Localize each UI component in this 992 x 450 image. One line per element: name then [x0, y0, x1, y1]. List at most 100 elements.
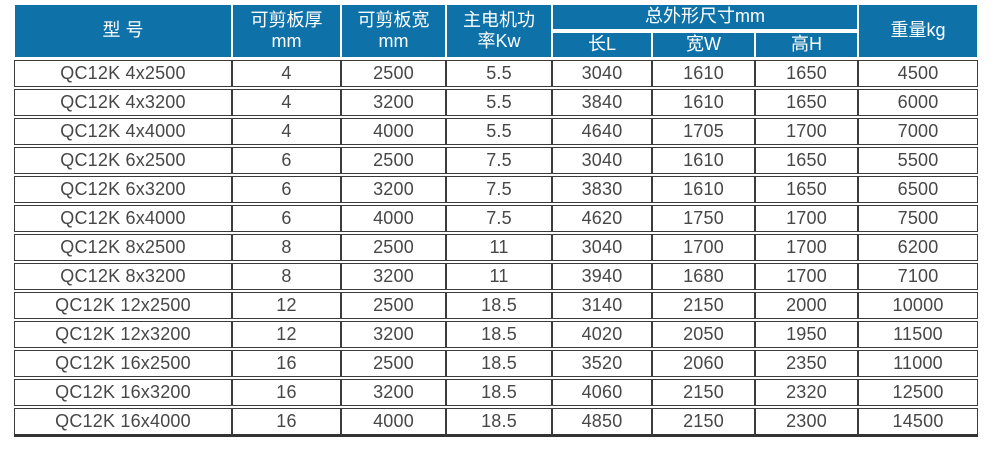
- table-row: QC12K 6x4000 6 4000 7.5 4620 1750 1700 7500: [14, 205, 979, 232]
- table-cell: 7.5: [446, 147, 552, 174]
- table-row: QC12K 12x3200 12 3200 18.5 4020 2050 1950 11500: [14, 321, 979, 348]
- header-cell-weight: 重量kg: [858, 4, 979, 58]
- table-cell: 1700: [652, 234, 755, 261]
- table-cell: 1680: [652, 263, 755, 290]
- header-cell-dimensions-group: 总外形尺寸mm: [552, 4, 859, 30]
- table-cell: 1700: [755, 205, 859, 232]
- table-cell: 1950: [755, 321, 859, 348]
- table-row: QC12K 4x2500 4 2500 5.5 3040 1610 1650 4500: [14, 60, 979, 87]
- table-row: QC12K 8x2500 8 2500 11 3040 1700 1700 6200: [14, 234, 979, 261]
- table-cell: 8: [232, 234, 341, 261]
- header-cell-thickness: 可剪板厚 mm: [232, 4, 341, 58]
- table-cell: 3200: [341, 379, 446, 406]
- table-cell: 12: [232, 321, 341, 348]
- table-cell: 4000: [341, 118, 446, 145]
- table-cell: 1750: [652, 205, 755, 232]
- header-cell-width: 宽W: [652, 32, 755, 58]
- table-cell: 1650: [755, 60, 859, 87]
- table-cell: 7000: [858, 118, 979, 145]
- table-cell: 2500: [341, 350, 446, 377]
- table-cell: QC12K 16x3200: [14, 379, 232, 406]
- table-cell: 6500: [858, 176, 979, 203]
- table-cell: 11000: [858, 350, 979, 377]
- table-cell: 4020: [552, 321, 652, 348]
- table-cell: 1610: [652, 60, 755, 87]
- table-cell: 18.5: [446, 379, 552, 406]
- table-cell: 2060: [652, 350, 755, 377]
- table-cell: 2050: [652, 321, 755, 348]
- table-cell: 4000: [341, 408, 446, 437]
- table-cell: 4000: [341, 205, 446, 232]
- table-cell: 1700: [755, 234, 859, 261]
- table-cell: 18.5: [446, 350, 552, 377]
- header-cell-plate-width: 可剪板宽 mm: [341, 4, 446, 58]
- table-cell: QC12K 4x2500: [14, 60, 232, 87]
- table-cell: 1705: [652, 118, 755, 145]
- table-cell: 4500: [858, 60, 979, 87]
- header-thickness-line2: mm: [271, 31, 302, 51]
- table-cell: 3940: [552, 263, 652, 290]
- table-cell: 12: [232, 292, 341, 319]
- table-cell: 3840: [552, 89, 652, 116]
- table-cell: 3200: [341, 89, 446, 116]
- table-cell: 2150: [652, 292, 755, 319]
- table-cell: 2150: [652, 379, 755, 406]
- header-cell-power: 主电机功 率Kw: [446, 4, 552, 58]
- table-cell: 2000: [755, 292, 859, 319]
- table-row: QC12K 4x4000 4 4000 5.5 4640 1705 1700 7000: [14, 118, 979, 145]
- table-cell: 1700: [755, 263, 859, 290]
- table-cell: 10000: [858, 292, 979, 319]
- table-cell: 16: [232, 379, 341, 406]
- table-cell: 4: [232, 60, 341, 87]
- table-cell: 1610: [652, 89, 755, 116]
- table-cell: 3200: [341, 176, 446, 203]
- header-row-top: 型 号 可剪板厚 mm 可剪板宽 mm 主电机功 率Kw 总外形尺寸mm 重量k…: [14, 4, 979, 58]
- table-cell: 7100: [858, 263, 979, 290]
- table-cell: QC12K 8x2500: [14, 234, 232, 261]
- table-cell: QC12K 6x2500: [14, 147, 232, 174]
- table-cell: 3200: [341, 321, 446, 348]
- table-cell: 4640: [552, 118, 652, 145]
- table-cell: 14500: [858, 408, 979, 437]
- table-cell: 16: [232, 408, 341, 437]
- table-cell: 5500: [858, 147, 979, 174]
- table-row: QC12K 6x3200 6 3200 7.5 3830 1610 1650 6500: [14, 176, 979, 203]
- header-model-label: 型 号: [102, 20, 144, 41]
- table-cell: 3040: [552, 234, 652, 261]
- table-cell: 4620: [552, 205, 652, 232]
- header-power-line2: 率Kw: [477, 31, 521, 51]
- table-row: QC12K 16x3200 16 3200 18.5 4060 2150 2320 12500: [14, 379, 979, 406]
- table-cell: 2300: [755, 408, 859, 437]
- table-cell: 2320: [755, 379, 859, 406]
- table-cell: 2500: [341, 147, 446, 174]
- table-cell: 2500: [341, 60, 446, 87]
- table-cell: QC12K 6x4000: [14, 205, 232, 232]
- table-cell: QC12K 16x2500: [14, 350, 232, 377]
- table-cell: 4060: [552, 379, 652, 406]
- table-cell: 11500: [858, 321, 979, 348]
- table-cell: 3520: [552, 350, 652, 377]
- table-cell: 5.5: [446, 118, 552, 145]
- table-cell: 5.5: [446, 60, 552, 87]
- table-cell: 4850: [552, 408, 652, 437]
- table-cell: 2500: [341, 234, 446, 261]
- table-cell: QC12K 4x4000: [14, 118, 232, 145]
- table-cell: 1650: [755, 176, 859, 203]
- table-cell: 1610: [652, 176, 755, 203]
- table-cell: QC12K 4x3200: [14, 89, 232, 116]
- table-cell: 3200: [341, 263, 446, 290]
- table-row: QC12K 4x3200 4 3200 5.5 3840 1610 1650 6000: [14, 89, 979, 116]
- header-cell-height: 高H: [755, 32, 859, 58]
- table-cell: QC12K 6x3200: [14, 176, 232, 203]
- header-power-line1: 主电机功: [463, 9, 535, 30]
- table-cell: 6: [232, 205, 341, 232]
- table-cell: 18.5: [446, 321, 552, 348]
- table-cell: 18.5: [446, 408, 552, 437]
- table-cell: 2350: [755, 350, 859, 377]
- table-cell: 7.5: [446, 205, 552, 232]
- table-cell: 4: [232, 118, 341, 145]
- table-cell: 16: [232, 350, 341, 377]
- table-cell: 5.5: [446, 89, 552, 116]
- table-row: QC12K 6x2500 6 2500 7.5 3040 1610 1650 5500: [14, 147, 979, 174]
- table-row: QC12K 16x4000 16 4000 18.5 4850 2150 2300 14500: [14, 408, 979, 437]
